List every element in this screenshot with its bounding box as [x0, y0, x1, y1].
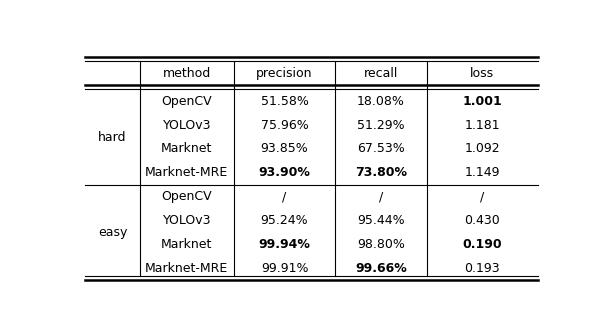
Text: /: /: [480, 190, 485, 203]
Text: 18.08%: 18.08%: [357, 95, 405, 108]
Text: YOLOv3: YOLOv3: [162, 214, 211, 227]
Text: 95.44%: 95.44%: [358, 214, 405, 227]
Text: 99.66%: 99.66%: [355, 262, 407, 275]
Text: precision: precision: [256, 67, 313, 80]
Text: 51.29%: 51.29%: [358, 119, 405, 132]
Text: YOLOv3: YOLOv3: [162, 119, 211, 132]
Text: 93.90%: 93.90%: [258, 166, 311, 179]
Text: 93.85%: 93.85%: [261, 142, 308, 156]
Text: easy: easy: [98, 226, 127, 239]
Text: Marknet: Marknet: [161, 142, 212, 156]
Text: hard: hard: [98, 130, 126, 143]
Text: /: /: [282, 190, 286, 203]
Text: loss: loss: [471, 67, 494, 80]
Text: 1.092: 1.092: [465, 142, 500, 156]
Text: 95.24%: 95.24%: [261, 214, 308, 227]
Text: 51.58%: 51.58%: [261, 95, 308, 108]
Text: 0.430: 0.430: [465, 214, 500, 227]
Text: 67.53%: 67.53%: [358, 142, 405, 156]
Text: method: method: [162, 67, 211, 80]
Text: Marknet: Marknet: [161, 238, 212, 251]
Text: 0.193: 0.193: [465, 262, 500, 275]
Text: /: /: [379, 190, 383, 203]
Text: OpenCV: OpenCV: [161, 95, 212, 108]
Text: OpenCV: OpenCV: [161, 190, 212, 203]
Text: 1.149: 1.149: [465, 166, 500, 179]
Text: 99.91%: 99.91%: [261, 262, 308, 275]
Text: 0.190: 0.190: [463, 238, 502, 251]
Text: 73.80%: 73.80%: [355, 166, 407, 179]
Text: 1.181: 1.181: [465, 119, 500, 132]
Text: 98.80%: 98.80%: [357, 238, 405, 251]
Text: 75.96%: 75.96%: [261, 119, 308, 132]
Text: Marknet-MRE: Marknet-MRE: [145, 262, 229, 275]
Text: Marknet-MRE: Marknet-MRE: [145, 166, 229, 179]
Text: 1.001: 1.001: [463, 95, 502, 108]
Text: 99.94%: 99.94%: [258, 238, 311, 251]
Text: recall: recall: [364, 67, 398, 80]
